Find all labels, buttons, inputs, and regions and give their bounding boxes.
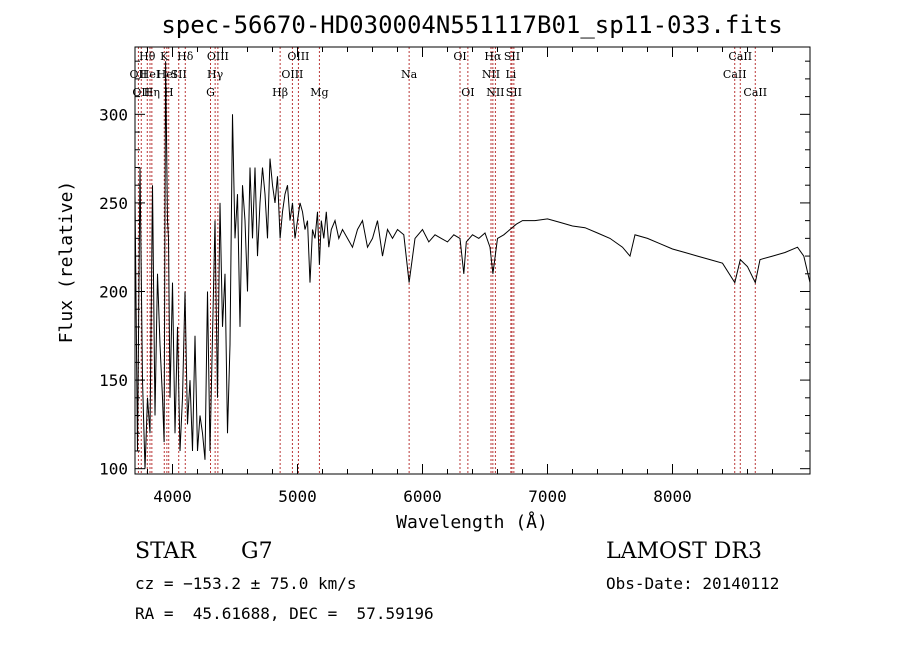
emission-line-label: H <box>164 86 174 99</box>
emission-line-label: CaII <box>723 68 747 81</box>
emission-line-label: OI <box>461 86 474 99</box>
emission-line-label: HeI <box>157 68 177 81</box>
emission-line-label: Na <box>401 68 418 81</box>
emission-line-label: Hγ <box>207 68 224 81</box>
emission-line-label: Li <box>505 68 516 81</box>
emission-line-label: Hη <box>144 86 160 99</box>
emission-line-label: G <box>206 86 215 99</box>
emission-line-label: OIII <box>207 50 229 63</box>
x-tick-label: 4000 <box>153 487 192 506</box>
emission-line-label: OI <box>453 50 466 63</box>
emission-line-label: NII <box>482 68 500 81</box>
emission-line-label: Mg <box>310 86 328 99</box>
x-tick-label: 5000 <box>278 487 317 506</box>
object-type: STAR <box>135 539 196 564</box>
x-axis-label: Wavelength (Å) <box>396 511 548 533</box>
survey-name: LAMOST DR3 <box>606 539 762 564</box>
y-tick-label: 100 <box>99 460 128 479</box>
y-tick-label: 300 <box>99 105 128 124</box>
x-axis-ticks: 4000 5000 6000 7000 8000 <box>147 47 773 506</box>
plot-frame <box>134 46 811 475</box>
y-axis-label: Flux (relative) <box>56 181 77 344</box>
emission-line-label: HeI <box>140 68 160 81</box>
emission-line-label: Hα <box>484 50 502 63</box>
chart-title: spec-56670-HD030004N551117B01_sp11-033.f… <box>161 11 782 39</box>
spectrum-series-line <box>134 61 811 469</box>
y-tick-label: 200 <box>99 283 128 302</box>
emission-line-label: SII <box>506 86 522 99</box>
observation-date: Obs-Date: 20140112 <box>606 574 780 593</box>
emission-line-label: Hδ <box>177 50 194 63</box>
x-tick-label: 7000 <box>528 487 567 506</box>
emission-line-label: SII <box>504 50 520 63</box>
emission-line-label: K <box>160 50 169 63</box>
emission-line-label: CaII <box>728 50 752 63</box>
redshift-velocity: cz = −153.2 ± 75.0 km/s <box>135 574 357 593</box>
x-tick-label: 6000 <box>403 487 442 506</box>
emission-line-label: OII <box>132 86 150 99</box>
emission-line-label: CaII <box>743 86 767 99</box>
y-axis-ticks: 100 150 200 250 300 <box>99 60 810 479</box>
emission-line-label: Hθ <box>139 50 156 63</box>
emission-line-label: OII <box>130 68 148 81</box>
y-tick-label: 150 <box>99 371 128 390</box>
emission-line-labels: OIIOIIHθHeIHηKHeIHSIIHδGHγOIIIHβOIIIOIII… <box>130 50 768 99</box>
x-tick-label: 8000 <box>653 487 692 506</box>
sky-coordinates: RA = 45.61688, DEC = 57.59196 <box>135 604 434 623</box>
emission-line-label: OIII <box>281 68 303 81</box>
emission-line-label: OIII <box>287 50 309 63</box>
emission-line-label: SII <box>171 68 187 81</box>
y-tick-label: 250 <box>99 194 128 213</box>
object-subclass: G7 <box>241 539 273 564</box>
emission-line-label: Hβ <box>272 86 288 99</box>
emission-line-label: NII <box>486 86 504 99</box>
